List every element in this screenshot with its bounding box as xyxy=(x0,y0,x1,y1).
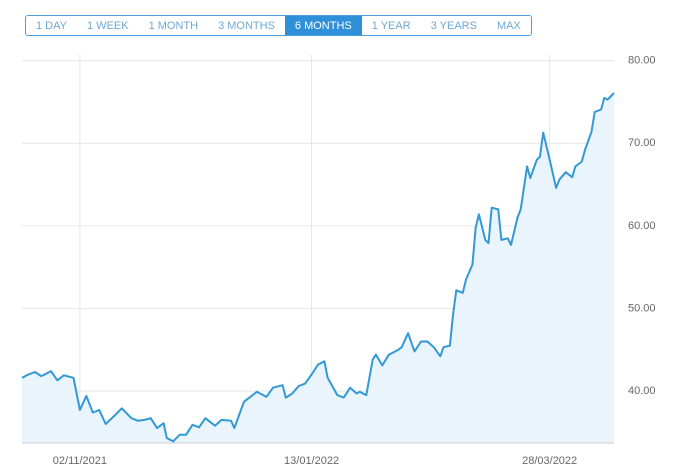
range-selector: 1 DAY 1 WEEK 1 MONTH 3 MONTHS 6 MONTHS 1 YEAR… xyxy=(25,15,532,36)
y-tick-label: 80.00 xyxy=(628,55,656,67)
range-button[interactable]: 1 WEEK xyxy=(76,16,139,35)
range-button[interactable]: 1 YEAR xyxy=(361,16,421,35)
x-tick-label: 13/01/2022 xyxy=(284,455,339,467)
range-button[interactable]: 1 MONTH xyxy=(138,16,209,35)
x-tick-label: 28/03/2022 xyxy=(522,455,577,467)
range-button[interactable]: 6 MONTHS xyxy=(284,16,362,35)
y-tick-label: 50.00 xyxy=(628,302,656,314)
y-tick-label: 60.00 xyxy=(628,220,656,232)
range-button[interactable]: 3 YEARS xyxy=(420,16,487,35)
area xyxy=(22,93,614,443)
range-button[interactable]: 1 DAY xyxy=(26,16,77,35)
y-tick-label: 40.00 xyxy=(628,385,656,397)
x-tick-label: 02/11/2021 xyxy=(53,455,107,467)
range-button[interactable]: MAX xyxy=(486,16,531,35)
line xyxy=(21,92,615,443)
y-tick-label: 70.00 xyxy=(628,137,656,149)
range-button[interactable]: 3 MONTHS xyxy=(208,16,285,35)
